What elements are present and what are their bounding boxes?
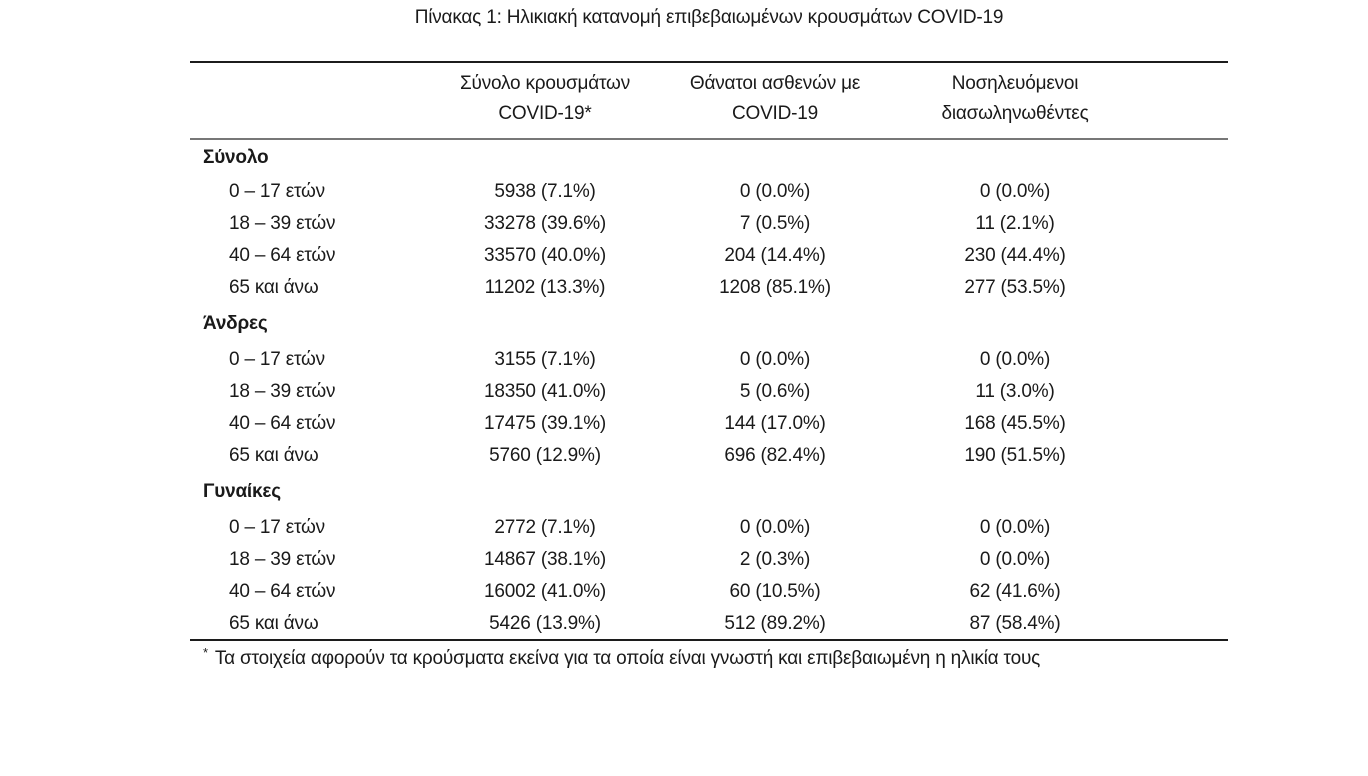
age-label: 65 και άνω (229, 612, 319, 634)
age-label: 18 – 39 ετών (229, 381, 336, 402)
filler-cell (1140, 512, 1228, 544)
intubated-cell: 0 (0.0%) (979, 549, 1051, 570)
cases-cell: 5760 (12.9%) (489, 445, 601, 466)
column-header-empty (190, 62, 430, 139)
cases-cell: 17475 (39.1%) (483, 413, 607, 434)
age-label: 18 – 39 ετών (229, 213, 336, 234)
filler-cell (1140, 376, 1228, 408)
column-header-cases-line1: Σύνολο κρουσμάτων (460, 73, 630, 94)
deaths-cell: 60 (10.5%) (729, 581, 821, 602)
table-row: 40 – 64 ετών 17475 (39.1%) 144 (17.0%) 1… (190, 408, 1228, 440)
age-label: 40 – 64 ετών (229, 245, 336, 266)
cases-cell: 33278 (39.6%) (483, 213, 607, 234)
column-header-intubated: Νοσηλευόμενοι διασωληνωθέντες (890, 62, 1140, 139)
table-row: 0 – 17 ετών 3155 (7.1%) 0 (0.0%) 0 (0.0%… (190, 344, 1228, 376)
column-header-deaths-line2: COVID-19 (731, 103, 819, 124)
deaths-cell: 0 (0.0%) (739, 181, 811, 202)
table-row: 40 – 64 ετών 16002 (41.0%) 60 (10.5%) 62… (190, 576, 1228, 608)
intubated-cell: 11 (3.0%) (975, 381, 1055, 402)
column-header-deaths-line1: Θάνατοι ασθενών με (689, 73, 861, 94)
table-row: 18 – 39 ετών 18350 (41.0%) 5 (0.6%) 11 (… (190, 376, 1228, 408)
filler-cell (1140, 176, 1228, 208)
age-label: 65 και άνω (229, 277, 319, 298)
intubated-cell: 62 (41.6%) (969, 581, 1061, 602)
section-label: Σύνολο (203, 147, 269, 168)
table-row: 0 – 17 ετών 2772 (7.1%) 0 (0.0%) 0 (0.0%… (190, 512, 1228, 544)
filler-cell (1140, 240, 1228, 272)
age-label: 0 – 17 ετών (229, 349, 325, 370)
document-page: Πίνακας 1: Ηλικιακή κατανομή επιβεβαιωμέ… (190, 7, 1368, 672)
age-label: 40 – 64 ετών (229, 413, 336, 434)
filler-cell (1140, 576, 1228, 608)
intubated-cell: 230 (44.4%) (964, 245, 1066, 266)
column-header-filler (1140, 62, 1228, 139)
intubated-cell: 0 (0.0%) (979, 349, 1051, 370)
column-header-intubated-line2: διασωληνωθέντες (941, 103, 1089, 124)
deaths-cell: 512 (89.2%) (724, 612, 826, 634)
cases-cell: 14867 (38.1%) (483, 549, 607, 570)
filler-cell (1140, 344, 1228, 376)
column-header-intubated-line1: Νοσηλευόμενοι (951, 73, 1079, 94)
intubated-cell: 0 (0.0%) (979, 517, 1051, 538)
filler-cell (1140, 440, 1228, 472)
intubated-cell: 168 (45.5%) (964, 413, 1066, 434)
section-label: Γυναίκες (203, 481, 281, 502)
table-row: 40 – 64 ετών 33570 (40.0%) 204 (14.4%) 2… (190, 240, 1228, 272)
age-label: 65 και άνω (229, 445, 319, 466)
filler-cell (1140, 544, 1228, 576)
table-row: 65 και άνω 5426 (13.9%) 512 (89.2%) 87 (… (190, 608, 1228, 640)
deaths-cell: 1208 (85.1%) (719, 277, 831, 298)
column-header-cases-line2: COVID-19* (498, 103, 592, 124)
deaths-cell: 0 (0.0%) (739, 349, 811, 370)
section-row-men: Άνδρες (190, 304, 1228, 344)
age-label: 18 – 39 ετών (229, 549, 336, 570)
intubated-cell: 277 (53.5%) (964, 277, 1066, 298)
filler-cell (1140, 272, 1228, 304)
footnote-asterisk-marker: * (203, 644, 208, 660)
table-header: Σύνολο κρουσμάτων COVID-19* Θάνατοι ασθε… (190, 62, 1228, 139)
footnote-text: Τα στοιχεία αφορούν τα κρούσματα εκείνα … (214, 648, 1041, 669)
intubated-cell: 87 (58.4%) (969, 612, 1061, 634)
column-header-cases: Σύνολο κρουσμάτων COVID-19* (430, 62, 660, 139)
cases-cell: 18350 (41.0%) (483, 381, 607, 402)
cases-cell: 3155 (7.1%) (494, 349, 596, 370)
deaths-cell: 144 (17.0%) (724, 413, 826, 434)
deaths-cell: 0 (0.0%) (739, 517, 811, 538)
table-row: 65 και άνω 5760 (12.9%) 696 (82.4%) 190 … (190, 440, 1228, 472)
deaths-cell: 696 (82.4%) (724, 445, 826, 466)
filler-cell (1140, 208, 1228, 240)
cases-cell: 2772 (7.1%) (494, 517, 596, 538)
intubated-cell: 190 (51.5%) (964, 445, 1066, 466)
table-row: 18 – 39 ετών 14867 (38.1%) 2 (0.3%) 0 (0… (190, 544, 1228, 576)
deaths-cell: 7 (0.5%) (739, 213, 811, 234)
intubated-cell: 11 (2.1%) (975, 213, 1055, 234)
covid-age-distribution-table: Σύνολο κρουσμάτων COVID-19* Θάνατοι ασθε… (190, 61, 1228, 641)
intubated-cell: 0 (0.0%) (979, 181, 1051, 202)
cases-cell: 33570 (40.0%) (483, 245, 607, 266)
section-label: Άνδρες (203, 313, 268, 334)
column-header-deaths: Θάνατοι ασθενών με COVID-19 (660, 62, 890, 139)
deaths-cell: 5 (0.6%) (739, 381, 811, 402)
deaths-cell: 204 (14.4%) (724, 245, 826, 266)
cases-cell: 5426 (13.9%) (489, 612, 601, 634)
filler-cell (1140, 408, 1228, 440)
section-row-women: Γυναίκες (190, 472, 1228, 512)
section-row-total: Σύνολο (190, 139, 1228, 176)
cases-cell: 11202 (13.3%) (484, 277, 606, 298)
age-label: 40 – 64 ετών (229, 581, 336, 602)
table-row: 0 – 17 ετών 5938 (7.1%) 0 (0.0%) 0 (0.0%… (190, 176, 1228, 208)
deaths-cell: 2 (0.3%) (739, 549, 811, 570)
cases-cell: 16002 (41.0%) (483, 581, 607, 602)
table-title: Πίνακας 1: Ηλικιακή κατανομή επιβεβαιωμέ… (414, 7, 1004, 28)
age-label: 0 – 17 ετών (229, 517, 325, 538)
table-row: 18 – 39 ετών 33278 (39.6%) 7 (0.5%) 11 (… (190, 208, 1228, 240)
age-label: 0 – 17 ετών (229, 181, 325, 202)
cases-cell: 5938 (7.1%) (494, 181, 596, 202)
table-row: 65 και άνω 11202 (13.3%) 1208 (85.1%) 27… (190, 272, 1228, 304)
footnote: * Τα στοιχεία αφορούν τα κρούσματα εκείνα… (190, 646, 1368, 672)
filler-cell (1140, 608, 1228, 640)
